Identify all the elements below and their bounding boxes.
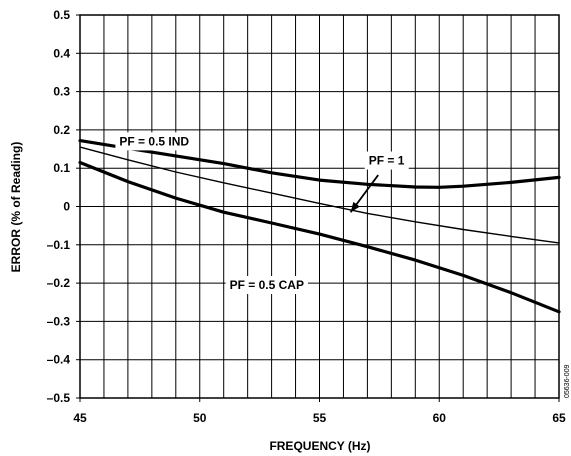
annotation-pf-cap: PF = 0.5 CAP bbox=[225, 276, 308, 295]
annotation-label: PF = 0.5 CAP bbox=[230, 278, 304, 292]
series-line bbox=[78, 160, 561, 314]
x-axis-title: FREQUENCY (Hz) bbox=[269, 439, 370, 453]
y-tick-label: –0.3 bbox=[47, 314, 71, 328]
pf-1-arrow bbox=[349, 174, 379, 213]
y-tick-label: –0.1 bbox=[47, 238, 71, 252]
y-tick-label: 0.3 bbox=[53, 85, 70, 99]
y-tick-label: –0.2 bbox=[47, 276, 71, 290]
series-line bbox=[78, 139, 561, 189]
y-tick-label: 0.5 bbox=[53, 8, 70, 22]
y-tick-label: 0.2 bbox=[53, 123, 70, 137]
series-lines bbox=[78, 139, 561, 314]
x-tick-label: 65 bbox=[552, 411, 566, 425]
y-tick-label: –0.4 bbox=[47, 353, 71, 367]
annotations: PF = 0.5 IND PF = 1 PF = 0.5 CAP bbox=[115, 132, 409, 295]
grid-lines bbox=[80, 15, 559, 398]
y-tick-label: –0.5 bbox=[47, 391, 71, 405]
x-tick-label: 45 bbox=[73, 411, 87, 425]
y-tick-label: 0.1 bbox=[53, 161, 70, 175]
x-tick-labels: 45 50 55 60 65 bbox=[73, 398, 566, 425]
x-tick-label: 60 bbox=[433, 411, 447, 425]
y-tick-label: 0.4 bbox=[53, 46, 70, 60]
annotation-background bbox=[364, 151, 409, 170]
y-tick-labels: 0.5 0.4 0.3 0.2 0.1 0 –0.1 –0.2 –0.3 –0.4 –0.5 bbox=[47, 8, 80, 405]
figure-id-watermark: 05636-009 bbox=[564, 364, 571, 398]
annotation-label: PF = 1 bbox=[369, 154, 405, 168]
annotation-label: PF = 0.5 IND bbox=[119, 134, 189, 148]
y-axis-title: ERROR (% of Reading) bbox=[9, 142, 23, 273]
annotation-background bbox=[115, 132, 194, 151]
annotation-pf-ind: PF = 0.5 IND bbox=[115, 132, 194, 151]
arrow-head bbox=[350, 201, 360, 213]
annotation-pf-1: PF = 1 bbox=[364, 151, 409, 170]
y-tick-label: 0 bbox=[63, 200, 70, 214]
x-tick-label: 50 bbox=[193, 411, 207, 425]
annotation-background bbox=[225, 276, 308, 295]
x-tick-label: 55 bbox=[313, 411, 327, 425]
series-line bbox=[79, 146, 560, 244]
